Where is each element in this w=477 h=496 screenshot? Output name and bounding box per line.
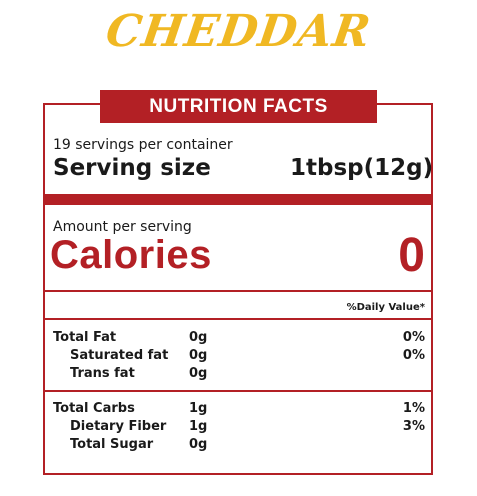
trans-fat-label: Trans fat [70, 366, 135, 381]
trans-fat-amount: 0g [189, 366, 208, 381]
total-fat-amount: 0g [189, 330, 208, 345]
total-sugar-label: Total Sugar [70, 437, 154, 452]
thick-divider [43, 194, 433, 205]
saturated-fat-amount: 0g [189, 348, 208, 363]
servings-per-container: 19 servings per container [53, 137, 233, 153]
dietary-fiber-dv: 3% [402, 419, 425, 434]
dietary-fiber-label: Dietary Fiber [70, 419, 167, 434]
total-fat-label: Total Fat [53, 330, 117, 345]
saturated-fat-label: Saturated fat [70, 348, 169, 363]
dietary-fiber-amount: 1g [189, 419, 208, 434]
calories-value: 0 [398, 229, 425, 282]
calories-label: Calories [50, 233, 212, 277]
serving-size-label: Serving size [53, 155, 211, 181]
total-carbs-amount: 1g [189, 401, 208, 416]
saturated-fat-dv: 0% [402, 348, 425, 363]
nutrition-facts-banner: NUTRITION FACTS [100, 90, 377, 123]
total-sugar-amount: 0g [189, 437, 208, 452]
product-title: CHEDDAR [102, 6, 375, 57]
divider-calories [43, 290, 433, 292]
total-fat-dv: 0% [402, 330, 425, 345]
daily-value-header: %Daily Value* [346, 302, 425, 313]
divider-fat-carbs [43, 390, 433, 392]
serving-size-value: 1tbsp(12g) [290, 155, 434, 181]
total-carbs-dv: 1% [402, 401, 425, 416]
divider-dv [43, 318, 433, 320]
total-carbs-label: Total Carbs [53, 401, 135, 416]
amount-per-serving: Amount per serving [53, 219, 192, 235]
